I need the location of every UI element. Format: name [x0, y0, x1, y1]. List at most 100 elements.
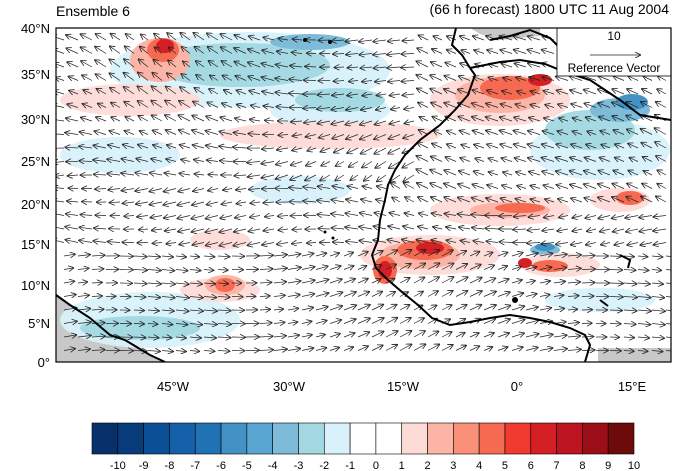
wind-vector [56, 63, 65, 67]
wind-vector [77, 322, 91, 324]
wind-vector [511, 306, 524, 310]
wind-vector [150, 202, 163, 205]
wind-vector [418, 197, 429, 203]
wind-vector [192, 130, 205, 135]
wind-vector [93, 160, 107, 162]
wind-vector [234, 175, 247, 176]
wind-vector [217, 297, 230, 298]
wind-vector [665, 309, 671, 311]
wind-vector [483, 333, 494, 337]
wind-vector [307, 243, 317, 244]
wind-vector [543, 131, 555, 135]
wind-vector [544, 91, 555, 94]
wind-vector [458, 184, 471, 189]
wind-vector [66, 240, 79, 243]
wind-vector [167, 33, 177, 41]
lat-axis: 40°N 35°N 30°N 25°N 20°N 15°N 10°N 5°N 0… [21, 21, 50, 370]
wind-vector [334, 147, 345, 153]
wind-vector [531, 105, 541, 108]
wind-vector [124, 87, 135, 95]
wind-vector [502, 64, 513, 67]
wind-vector [191, 216, 205, 219]
wind-vector [557, 229, 569, 231]
colorbar-swatch [530, 422, 557, 455]
wind-vector [413, 344, 425, 351]
wind-vector [91, 350, 105, 351]
wind-vector [599, 117, 611, 122]
wind-vector [336, 162, 345, 167]
wind-vector [56, 187, 65, 188]
wind-vector [637, 324, 650, 325]
wind-vector [150, 173, 163, 175]
wind-vector [444, 89, 457, 95]
wind-vector [474, 77, 485, 81]
wind-vector [125, 117, 135, 121]
wind-vector [333, 242, 345, 243]
wind-vector [203, 283, 215, 284]
wind-vector [363, 186, 373, 188]
wind-vector [637, 297, 651, 298]
wind-vector [623, 270, 635, 271]
wind-vector [161, 256, 173, 257]
wind-vector [612, 89, 625, 95]
wind-vector [147, 283, 161, 284]
wind-vector [222, 103, 233, 107]
wind-vector [542, 229, 555, 231]
lat-tick-label: 35°N [21, 67, 50, 82]
wind-vector [109, 131, 121, 135]
wind-vector [65, 227, 79, 229]
wind-vector [459, 117, 471, 122]
colorbar-swatch [194, 422, 222, 455]
wind-vector [343, 333, 355, 337]
wind-vector [473, 36, 485, 40]
wind-vector [125, 131, 135, 135]
wind-vector [235, 35, 247, 41]
wind-vector [217, 337, 231, 338]
wind-vector [292, 148, 303, 151]
wind-vector [570, 171, 583, 176]
wind-vector [402, 240, 415, 243]
wind-vector [329, 334, 340, 337]
wind-vector [559, 118, 569, 121]
wind-vector [413, 250, 425, 257]
wind-vector [455, 291, 467, 297]
wind-vector [385, 264, 396, 270]
reference-vector-label: Reference Vector [568, 61, 661, 75]
wind-vector [623, 297, 637, 298]
wind-vector [623, 337, 634, 338]
colorbar-swatch [504, 422, 532, 455]
wind-vector [416, 75, 429, 81]
wind-vector [404, 183, 415, 189]
wind-vector [399, 264, 411, 270]
wind-vector [259, 296, 270, 297]
wind-vector [248, 243, 261, 246]
wind-vector [233, 243, 247, 246]
lon-tick-label: 45°W [157, 379, 190, 394]
colorbar-label: -1 [345, 460, 355, 471]
colorbar-label: -4 [268, 460, 278, 471]
wind-vector [166, 130, 177, 135]
wind-vector [460, 36, 471, 40]
wind-vector [502, 185, 513, 188]
wind-vector [586, 144, 597, 148]
wind-vector [56, 49, 65, 53]
wind-vector [499, 216, 513, 217]
wind-vector [516, 199, 527, 202]
wind-vector [553, 281, 565, 283]
wind-vector [458, 197, 471, 203]
wind-vector [301, 254, 313, 257]
wind-vector [373, 54, 387, 55]
wind-vector [56, 105, 65, 108]
wind-vector [189, 337, 201, 338]
wind-vector [165, 115, 177, 122]
wind-vector [329, 348, 339, 351]
wind-vector [434, 36, 443, 40]
wind-vector [417, 156, 429, 162]
wind-vector [517, 186, 527, 189]
lat-tick-label: 5°N [28, 316, 50, 331]
wind-vector [433, 227, 443, 229]
wind-vector [343, 279, 355, 283]
wind-vector [598, 184, 611, 189]
wind-vector [139, 229, 149, 230]
wind-vector [203, 256, 214, 257]
